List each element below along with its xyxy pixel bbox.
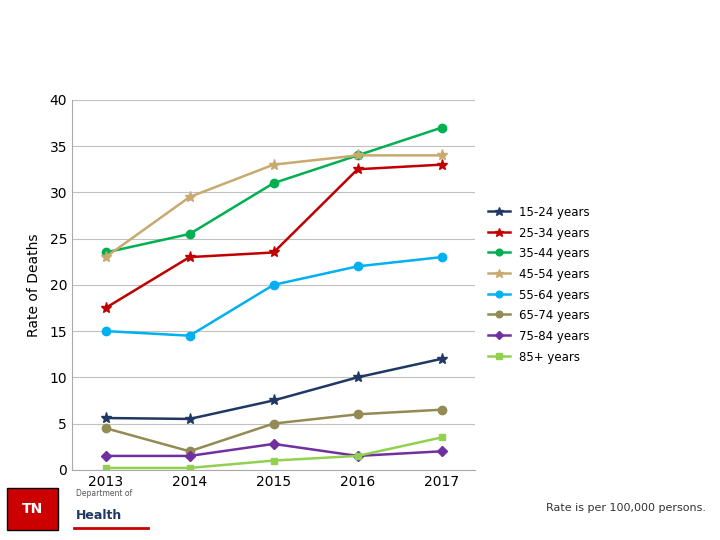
Text: Department of: Department of xyxy=(76,489,132,498)
Text: 2013-2017: 2013-2017 xyxy=(11,58,127,78)
Text: All Opioid Death Rates by Age Distribution,: All Opioid Death Rates by Age Distributi… xyxy=(11,17,487,36)
Text: TN: TN xyxy=(22,502,43,516)
FancyBboxPatch shape xyxy=(7,488,58,530)
Text: Health: Health xyxy=(76,509,122,522)
Legend: 15-24 years, 25-34 years, 35-44 years, 45-54 years, 55-64 years, 65-74 years, 75: 15-24 years, 25-34 years, 35-44 years, 4… xyxy=(488,206,590,364)
Y-axis label: Rate of Deaths: Rate of Deaths xyxy=(27,233,41,336)
Text: Rate is per 100,000 persons.: Rate is per 100,000 persons. xyxy=(546,503,706,512)
